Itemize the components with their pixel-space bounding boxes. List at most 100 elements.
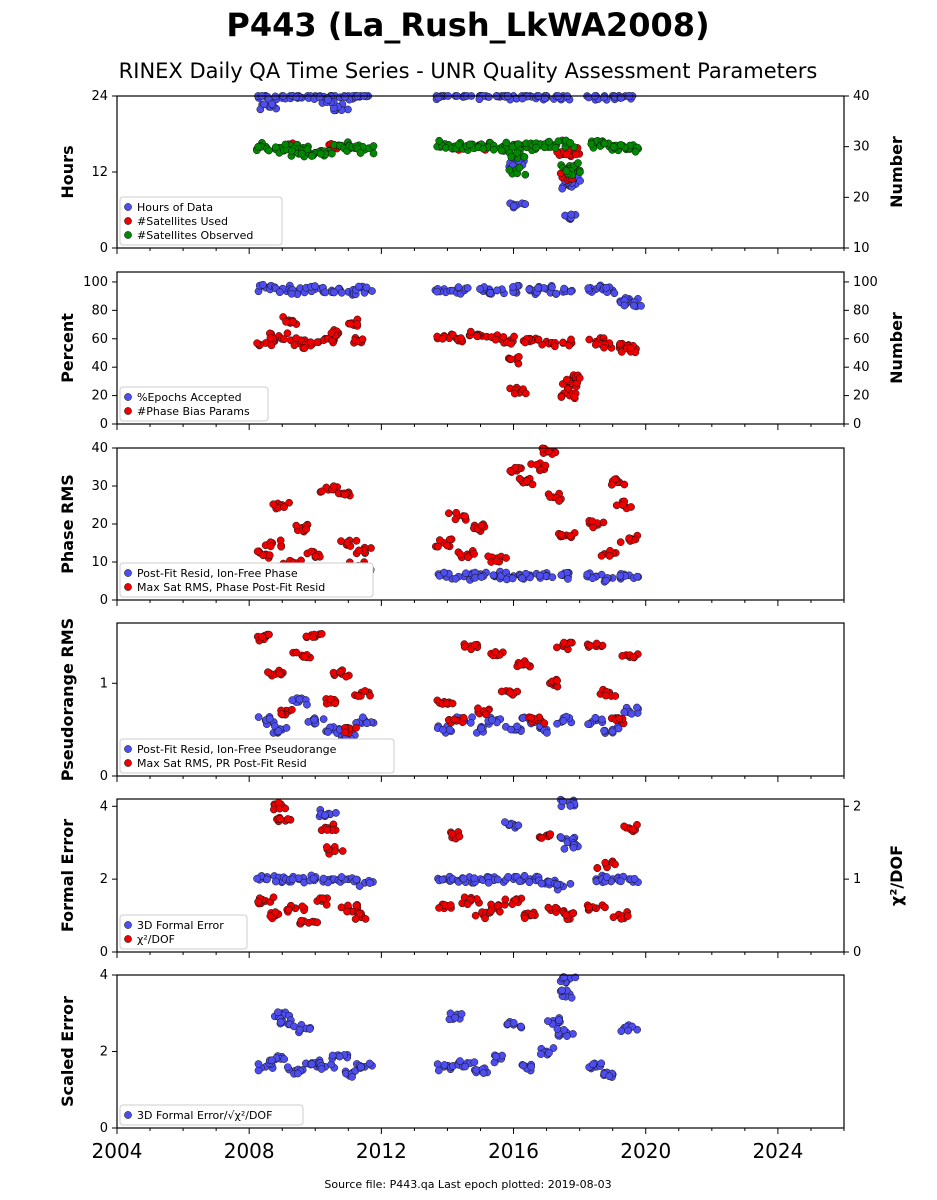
- data-point: [265, 630, 273, 639]
- data-point: [600, 139, 609, 148]
- data-point: [297, 149, 306, 158]
- data-point: [454, 140, 463, 149]
- data-point: [271, 908, 280, 917]
- y-tick-label: 2: [100, 872, 108, 887]
- data-point: [266, 542, 275, 551]
- data-point: [499, 333, 508, 341]
- y-tick-label: 40: [91, 360, 108, 375]
- data-point: [602, 576, 610, 585]
- data-point: [285, 498, 293, 507]
- data-point: [553, 719, 561, 728]
- x-tick-label: 2016: [488, 1139, 539, 1163]
- data-point: [290, 1022, 298, 1031]
- figure-title: P443 (La_Rush_LkWA2008): [226, 6, 709, 44]
- data-point: [353, 320, 362, 329]
- data-point: [358, 335, 367, 344]
- data-point: [540, 143, 549, 152]
- data-point: [366, 691, 374, 700]
- data-point: [502, 554, 510, 562]
- data-point: [307, 547, 316, 556]
- data-point: [276, 536, 285, 545]
- data-point: [566, 879, 575, 888]
- data-point: [277, 710, 286, 718]
- data-point: [253, 339, 261, 348]
- y-axis-label: Hours: [58, 145, 77, 198]
- data-point: [617, 1027, 626, 1036]
- data-point: [607, 480, 616, 489]
- panel-4: 0 1 Pseudorange RMS Post-Fit Resid, Ion-Fre…: [58, 618, 845, 784]
- data-point: [307, 1060, 316, 1069]
- panel-3: 0 10 20 30 40 Phase RMS Post-Fit Resid, Ion-Fr…: [58, 441, 845, 608]
- data-point: [362, 283, 371, 292]
- data-point: [508, 574, 517, 583]
- data-point: [601, 858, 610, 867]
- data-point: [337, 873, 346, 881]
- legend-label: 3D Formal Error/√χ²/DOF: [137, 1109, 272, 1122]
- data-point: [366, 879, 374, 887]
- data-point: [563, 1032, 571, 1040]
- data-point: [355, 546, 363, 555]
- data-point: [313, 338, 322, 346]
- data-point: [328, 149, 336, 158]
- data-point: [566, 802, 575, 810]
- data-point: [557, 393, 566, 401]
- data-point: [352, 901, 361, 910]
- data-point: [438, 334, 447, 343]
- data-point: [321, 811, 329, 819]
- data-point: [322, 843, 331, 851]
- data-point: [457, 1010, 466, 1018]
- data-point: [630, 875, 639, 883]
- data-point: [544, 1017, 552, 1025]
- data-point: [295, 1026, 304, 1034]
- data-point: [513, 148, 521, 157]
- data-point: [311, 552, 320, 561]
- data-point: [459, 713, 468, 722]
- data-point: [352, 875, 361, 884]
- data-point: [361, 915, 370, 923]
- data-point: [470, 874, 479, 883]
- data-point: [520, 153, 529, 161]
- data-point: [352, 536, 361, 545]
- data-point: [282, 317, 290, 326]
- data-point: [535, 571, 544, 580]
- data-point: [435, 904, 443, 912]
- data-point: [536, 1050, 545, 1058]
- data-point: [316, 149, 325, 158]
- series-1: [254, 92, 637, 223]
- legend: Hours of Data#Satellites Used#Satellites…: [119, 196, 283, 246]
- data-point: [611, 692, 620, 700]
- legend-label: Hours of Data: [137, 201, 213, 214]
- x-tick-label: 2020: [620, 1139, 671, 1163]
- data-point: [331, 699, 340, 708]
- data-point: [515, 474, 524, 483]
- panel-frame: [116, 447, 845, 601]
- data-point: [562, 150, 571, 159]
- data-point: [283, 329, 292, 338]
- data-point: [489, 145, 498, 154]
- data-point: [486, 289, 495, 297]
- data-point: [266, 912, 275, 921]
- data-point: [546, 830, 555, 839]
- data-point: [269, 500, 278, 509]
- data-point: [631, 147, 640, 156]
- data-point: [557, 571, 566, 579]
- data-point: [562, 911, 570, 919]
- data-point: [616, 571, 625, 580]
- panel-2: 0 20 40 60 80 100 0 20 40 60 80 100 Percent Number %Ep…: [58, 271, 906, 432]
- data-point: [540, 719, 549, 728]
- data-point: [637, 302, 645, 310]
- data-point: [492, 1052, 500, 1061]
- data-point: [338, 847, 347, 855]
- data-point: [519, 1061, 528, 1070]
- y-right-tick-label: 40: [853, 89, 870, 104]
- data-point: [619, 500, 627, 509]
- data-point: [514, 821, 523, 830]
- data-point: [491, 648, 500, 656]
- data-point: [525, 285, 534, 294]
- data-point: [441, 144, 450, 152]
- data-point: [567, 993, 576, 1002]
- data-point: [605, 552, 614, 560]
- y-right-axis-label: Number: [887, 312, 906, 384]
- data-point: [511, 896, 520, 904]
- y-tick-label: 30: [91, 479, 108, 494]
